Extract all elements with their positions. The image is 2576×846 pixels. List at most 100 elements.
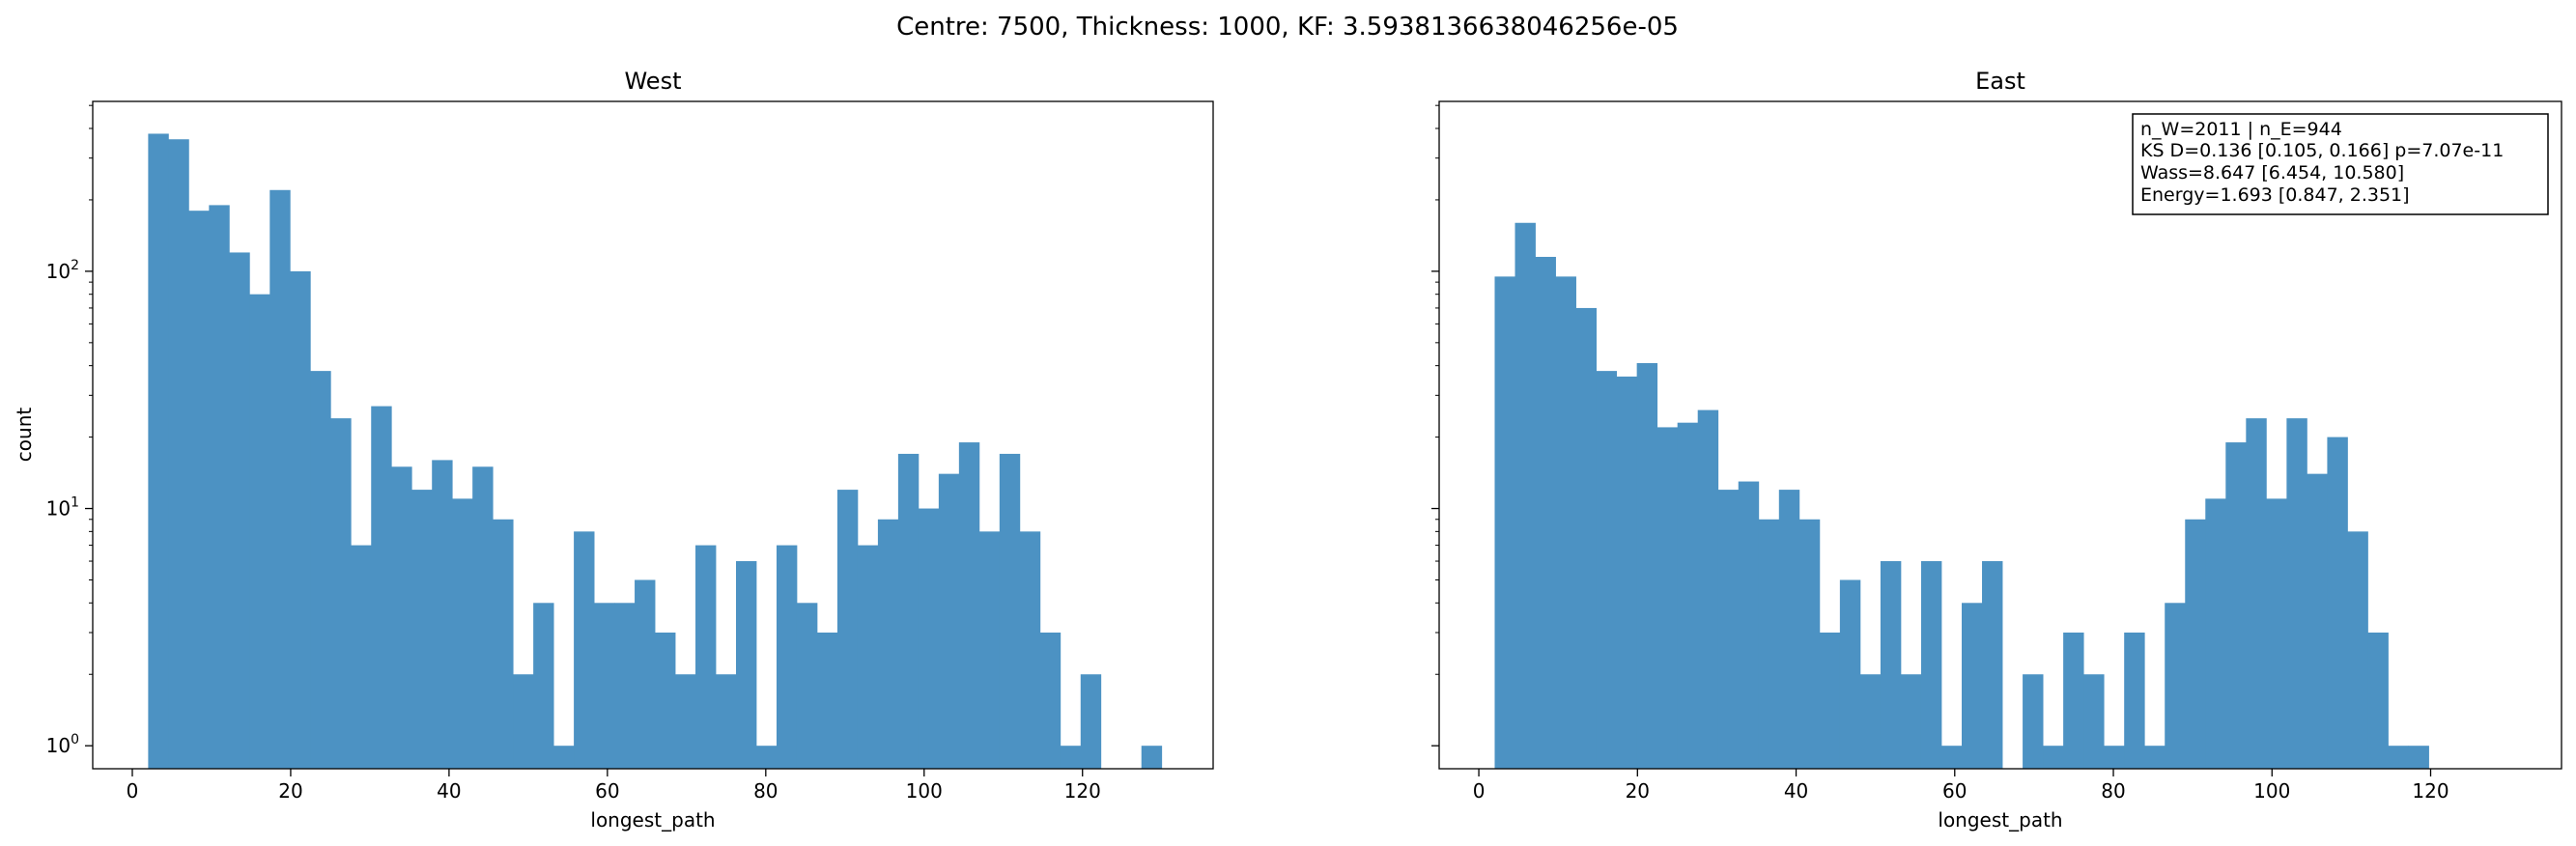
east-x-ticks: 0 20 40 60 80 100 120: [1473, 769, 2449, 803]
east-histogram-bar: [2388, 746, 2409, 769]
west-x-axis-label: longest_path: [590, 808, 715, 832]
east-histogram-bar: [1940, 746, 1963, 769]
west-y-axis-label: count: [13, 408, 36, 463]
west-histogram-bar: [1060, 746, 1082, 769]
west-histogram-bar: [513, 674, 534, 769]
west-histogram-bar: [877, 519, 899, 769]
west-histogram-bar: [574, 531, 595, 769]
stats-legend-box: n_W=2011 | n_E=944 KS D=0.136 [0.105, 0.…: [2132, 113, 2549, 215]
west-y-ticks: 100 101 102: [46, 104, 93, 757]
west-histogram-bar: [452, 498, 473, 769]
east-histogram-bar: [2408, 746, 2429, 769]
east-y-ticks: [1431, 104, 1439, 747]
west-axes-frame: [92, 100, 1214, 770]
east-histogram-bar: [1596, 371, 1618, 769]
east-histogram-bar: [2043, 746, 2064, 769]
west-y-tick-label: 101: [46, 495, 79, 521]
east-histogram-bars: [1494, 222, 2429, 770]
east-histogram-bar: [1738, 481, 1760, 769]
west-histogram-bar: [209, 205, 230, 769]
east-histogram-bar: [2124, 632, 2145, 769]
west-histogram-bar: [411, 490, 433, 769]
west-panel-title: West: [624, 68, 681, 95]
west-histogram-bar: [168, 139, 189, 770]
east-histogram-bar: [1839, 579, 1861, 769]
west-histogram-bar: [432, 460, 453, 769]
east-histogram-bar: [1798, 519, 1821, 769]
west-histogram-bar: [755, 746, 778, 769]
east-histogram-bar: [1494, 276, 1515, 769]
east-histogram-bar: [2023, 674, 2044, 769]
west-histogram-bar: [816, 632, 838, 769]
east-histogram-bar: [1535, 256, 1556, 770]
east-x-tick-label: 120: [2412, 779, 2449, 803]
west-x-tick-label: 0: [127, 779, 139, 803]
east-histogram-bar: [1982, 561, 2003, 769]
west-histogram-bar: [472, 466, 494, 769]
west-histogram-bar: [553, 746, 575, 769]
west-histogram-bar: [836, 490, 859, 769]
east-histogram-bar: [1697, 409, 1719, 769]
west-histogram-bar: [1080, 674, 1102, 769]
east-histogram-bar: [1677, 422, 1699, 769]
stats-line-energy: Energy=1.693 [0.847, 2.351]: [2140, 184, 2410, 206]
west-histogram-bar: [736, 561, 757, 769]
stats-line-counts: n_W=2011 | n_E=944: [2140, 119, 2342, 140]
west-histogram-bar: [655, 632, 676, 769]
east-histogram-bar: [2347, 531, 2368, 769]
east-histogram-bar: [2286, 418, 2307, 769]
west-histogram-bar: [958, 442, 980, 769]
stats-line-wasserstein: Wass=8.647 [6.454, 10.580]: [2140, 162, 2404, 183]
west-y-tick-label: 102: [46, 258, 79, 283]
west-histogram-bar: [371, 406, 392, 769]
west-histogram-bar: [695, 545, 717, 769]
east-histogram-bar: [2205, 498, 2226, 769]
west-histogram-bar: [614, 603, 636, 769]
west-histogram-bar: [918, 508, 940, 769]
west-histogram-bar: [493, 519, 514, 769]
west-histogram-bar: [978, 531, 1001, 769]
west-x-tick-label: 80: [753, 779, 778, 803]
east-histogram-bar: [1656, 427, 1679, 769]
west-histogram-bar: [351, 545, 372, 769]
west-histogram-bar: [897, 453, 920, 769]
west-histogram-bar: [1141, 746, 1163, 769]
west-histogram-bar: [635, 579, 656, 769]
west-histogram-bar: [533, 603, 554, 769]
west-histogram-bar: [310, 371, 331, 769]
east-histogram-bar: [2185, 519, 2206, 769]
east-x-tick-label: 40: [1784, 779, 1808, 803]
west-histogram-bar: [330, 418, 352, 769]
east-histogram-bar: [1962, 603, 1983, 769]
figure-title: Centre: 7500, Thickness: 1000, KF: 3.593…: [896, 13, 1679, 42]
west-x-tick-label: 40: [437, 779, 461, 803]
east-histogram-bar: [2266, 498, 2287, 769]
west-histogram-bar: [716, 674, 737, 769]
east-histogram-bar: [1819, 632, 1841, 769]
west-x-tick-label: 100: [906, 779, 943, 803]
east-x-tick-label: 0: [1473, 779, 1486, 803]
east-histogram-bar: [1514, 222, 1536, 769]
east-x-tick-label: 60: [1942, 779, 1967, 803]
stats-line-ks: KS D=0.136 [0.105, 0.166] p=7.07e-11: [2140, 140, 2504, 161]
west-histogram-bar: [999, 453, 1021, 769]
east-histogram-bar: [2225, 442, 2247, 769]
east-histogram-bar: [2083, 674, 2105, 769]
east-histogram-bar: [1920, 561, 1942, 769]
west-x-tick-label: 20: [278, 779, 302, 803]
east-x-tick-label: 20: [1626, 779, 1650, 803]
east-histogram-bar: [2063, 632, 2084, 769]
west-histogram-bar: [1039, 632, 1062, 769]
east-axes-frame: [1438, 100, 2562, 770]
east-histogram-bar: [1575, 307, 1597, 769]
east-histogram-bar: [1900, 674, 1922, 769]
east-x-tick-label: 100: [2253, 779, 2290, 803]
east-histogram-bar: [1859, 674, 1882, 769]
west-x-ticks: 0 20 40 60 80 100 120: [127, 769, 1101, 803]
east-x-tick-label: 80: [2101, 779, 2125, 803]
east-histogram-bar: [2104, 746, 2125, 769]
west-histogram-bar: [269, 189, 291, 769]
east-panel: East 0 20 40 60 80 100 120 longest_path n_W=20…: [1431, 68, 2562, 832]
west-histogram-bar: [148, 133, 169, 769]
